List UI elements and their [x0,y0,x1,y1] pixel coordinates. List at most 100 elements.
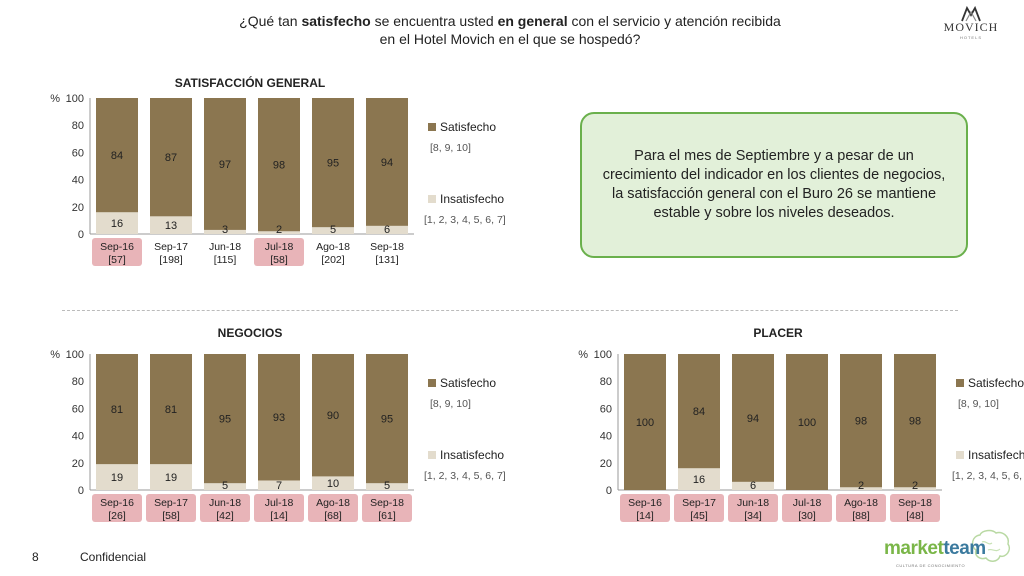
chart-placer: PLACER 0 20 40 60 80 100% 100 Sep-16 [14] 84 16 Sep… [568,324,1024,528]
x-tick-label: Jul-18 [265,241,294,253]
category-highlight [254,238,304,266]
data-label-insatisfecho: 7 [276,480,282,492]
marketteam-wordmark: marketteam [884,538,986,559]
movich-logo: MOVICH HOTELS [936,6,1006,44]
confidential-label: Confidencial [80,550,147,564]
data-label-satisfecho: 94 [747,413,759,425]
y-tick-label: 20 [600,458,612,470]
data-label-satisfecho: 95 [381,414,393,426]
base-label: [58] [270,254,288,266]
legend-range-insatisfecho: [1, 2, 3, 4, 5, 6, 7] [952,470,1024,482]
data-label-satisfecho: 100 [636,417,654,429]
page-number: 8 [32,550,39,564]
base-label: [131] [375,254,398,266]
data-label-insatisfecho: 10 [327,478,339,490]
base-label: [61] [378,510,396,522]
y-axis-label: % [50,93,60,105]
bar-insatisfecho [96,212,138,234]
data-label-insatisfecho: 2 [912,480,918,492]
chart-title: NEGOCIOS [217,326,283,340]
bar-satisfecho [732,354,774,482]
base-label: [14] [636,510,654,522]
x-tick-label: Jun-18 [209,497,241,509]
bar-satisfecho [366,98,408,226]
bar-satisfecho [894,354,936,488]
data-label-insatisfecho: 2 [276,224,282,236]
data-label-insatisfecho: 5 [222,480,228,492]
bar-insatisfecho [150,464,192,490]
x-tick-label: Sep-17 [682,497,716,509]
question-title: ¿Qué tan satisfecho se encuentra usted e… [239,13,781,47]
data-label-insatisfecho: 16 [693,474,705,486]
data-label-satisfecho: 95 [219,414,231,426]
category-highlight [92,494,142,522]
bar-satisfecho [624,354,666,490]
data-label-satisfecho: 98 [273,160,285,172]
x-tick-label: Sep-18 [370,241,404,253]
y-tick-label: 20 [72,202,84,214]
x-tick-label: Jun-18 [209,241,241,253]
x-tick-label: Sep-16 [628,497,662,509]
chart-general: SATISFACCIÓN GENERAL 0 20 40 60 80 100% 84 16 Se… [40,74,560,274]
x-tick-label: Jun-18 [737,497,769,509]
bar-satisfecho [840,354,882,488]
marketteam-sub: CULTURA DE CONOCIMIENTO [896,563,966,568]
y-tick-label: 100 [66,93,84,105]
x-tick-label: Sep-18 [898,497,932,509]
legend-range-insatisfecho: [1, 2, 3, 4, 5, 6, 7] [424,470,506,482]
movich-logo-sub: HOTELS [959,35,982,40]
category-highlight [674,494,724,522]
x-tick-label: Sep-18 [370,497,404,509]
bar-insatisfecho [204,229,246,234]
brain-icon [971,529,1011,562]
x-tick-label: Jul-18 [793,497,822,509]
data-label-insatisfecho: 6 [384,224,390,236]
data-label-insatisfecho: 5 [384,480,390,492]
data-label-insatisfecho: 13 [165,220,177,232]
x-tick-label: Sep-17 [154,497,188,509]
bar-insatisfecho [678,468,720,490]
section-divider [62,310,958,311]
bar-satisfecho [204,98,246,230]
bar-insatisfecho [366,483,408,490]
data-label-satisfecho: 93 [273,412,285,424]
base-label: [58] [162,510,180,522]
data-label-satisfecho: 98 [855,416,867,428]
bar-insatisfecho [840,487,882,490]
base-label: [14] [270,510,288,522]
data-label-insatisfecho: 3 [222,224,228,236]
bar-insatisfecho [96,464,138,490]
category-highlight [200,494,250,522]
x-tick-label: Sep-16 [100,241,134,253]
legend-label-satisfecho: Satisfecho [440,120,496,134]
bar-satisfecho [258,354,300,481]
movich-logo-icon [961,6,981,22]
y-tick-label: 100 [66,349,84,361]
data-label-satisfecho: 100 [798,417,816,429]
data-label-satisfecho: 95 [327,158,339,170]
y-tick-label: 20 [72,458,84,470]
y-axis-label: % [578,349,588,361]
legend-swatch-satisfecho [956,379,964,387]
data-label-satisfecho: 94 [381,157,393,169]
y-tick-label: 60 [72,147,84,159]
legend-range-satisfecho: [8, 9, 10] [430,142,471,154]
base-label: [26] [108,510,126,522]
bar-insatisfecho [312,227,354,234]
data-label-insatisfecho: 19 [111,472,123,484]
category-highlight [728,494,778,522]
data-label-insatisfecho: 19 [165,472,177,484]
bar-insatisfecho [366,225,408,234]
base-label: [48] [906,510,924,522]
bar-insatisfecho [312,476,354,490]
base-label: [45] [690,510,708,522]
x-tick-label: Ago-18 [316,241,350,253]
category-highlight [146,494,196,522]
bar-satisfecho [678,354,720,469]
legend-label-insatisfecho: Insatisfecho [440,448,504,462]
bar-insatisfecho [732,481,774,490]
y-tick-label: 40 [72,431,84,443]
category-highlight [92,238,142,266]
data-label-satisfecho: 90 [327,410,339,422]
category-highlight [362,494,412,522]
